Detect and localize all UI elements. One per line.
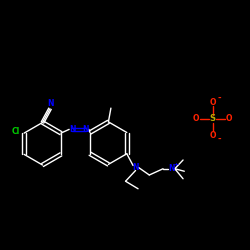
Text: Cl: Cl: [11, 128, 20, 136]
Text: N: N: [69, 125, 75, 134]
Text: -: -: [218, 94, 221, 102]
Text: N: N: [83, 125, 89, 134]
Text: O: O: [226, 114, 232, 123]
Text: S: S: [210, 114, 216, 123]
Text: N: N: [132, 163, 139, 172]
Text: +: +: [174, 162, 179, 167]
Text: O: O: [209, 130, 216, 140]
Text: -: -: [218, 135, 221, 144]
Text: O: O: [193, 114, 200, 123]
Text: O: O: [209, 98, 216, 107]
Text: N: N: [47, 99, 53, 108]
Text: N: N: [168, 164, 175, 173]
